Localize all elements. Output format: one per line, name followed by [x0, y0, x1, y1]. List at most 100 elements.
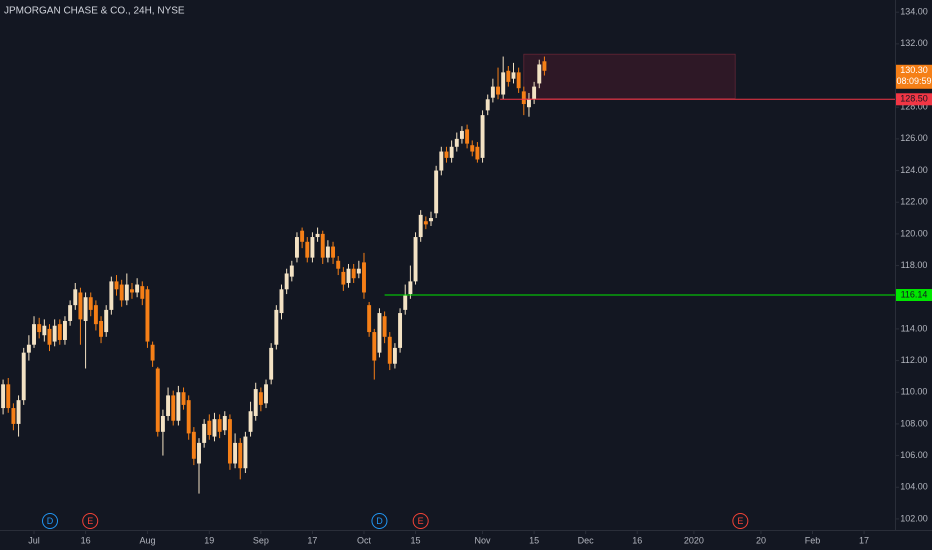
candle-body — [511, 72, 516, 79]
y-tick-label: 122.00 — [900, 197, 928, 207]
zone — [523, 53, 736, 99]
y-tick-label: 114.00 — [901, 323, 928, 333]
candle-body — [480, 115, 485, 158]
candle-body — [269, 347, 274, 380]
level-tag — [896, 289, 932, 302]
candle-body — [243, 436, 248, 469]
candle-body — [124, 284, 129, 301]
countdown: 08:09:59 — [896, 76, 931, 86]
x-tick-label: 20 — [756, 535, 766, 545]
candle-body — [253, 389, 258, 416]
x-tick-label: 15 — [411, 535, 421, 545]
candle-body — [336, 260, 341, 269]
y-tick-label: 112.00 — [901, 355, 928, 365]
x-tick-label: 2020 — [684, 535, 704, 545]
candle-body — [176, 392, 181, 421]
candle-body — [114, 281, 119, 290]
candle-body — [52, 325, 57, 342]
x-tick-label: 19 — [204, 535, 214, 545]
candle-body — [47, 328, 52, 345]
event-marker — [412, 513, 429, 529]
y-tick-label: 118.00 — [901, 260, 928, 270]
candle-body — [274, 309, 279, 345]
candle-body — [449, 146, 454, 158]
candle-body — [238, 442, 243, 469]
candle-body — [258, 392, 263, 405]
level-label: 116.14 — [901, 289, 928, 299]
candle-body — [1, 384, 6, 409]
candle-body — [104, 309, 109, 333]
last-price-label: 130.30 — [900, 65, 928, 75]
candle-body — [398, 313, 403, 348]
x-tick-label: Oct — [357, 535, 372, 545]
candle-body — [42, 325, 47, 336]
candle-body — [382, 316, 387, 337]
event-label: D — [376, 516, 383, 526]
candle-body — [264, 384, 268, 404]
candle-body — [279, 289, 284, 314]
candle-body — [140, 286, 145, 299]
candle-body — [284, 273, 289, 290]
candle-body — [171, 395, 176, 421]
candle-body — [331, 246, 336, 258]
x-tick-label: Aug — [139, 535, 155, 545]
candle-body — [68, 305, 73, 321]
candle-body — [542, 61, 547, 71]
candle-body — [78, 292, 83, 320]
candle-body — [119, 284, 124, 301]
y-tick-label: 132.00 — [900, 38, 928, 48]
candle-body — [300, 230, 305, 242]
candle-body — [465, 129, 470, 144]
candle-body — [248, 411, 253, 432]
candle-body — [367, 305, 372, 333]
event-marker — [371, 513, 388, 529]
candle-body — [413, 237, 418, 282]
candle-body — [387, 336, 392, 364]
y-tick-label: 108.00 — [900, 418, 928, 428]
x-tick-label: Nov — [475, 535, 492, 545]
candle-body — [429, 218, 433, 222]
x-tick-label: Jul — [28, 535, 40, 545]
candle-body — [346, 268, 351, 283]
candle-body — [516, 72, 521, 89]
candle-body — [233, 442, 238, 464]
y-tick-label: 126.00 — [900, 133, 928, 143]
candle-body — [16, 400, 21, 424]
candle-body — [305, 241, 310, 258]
candle-body — [315, 233, 320, 238]
candle-body — [197, 442, 201, 464]
candle-body — [475, 146, 480, 160]
candle-body — [212, 419, 217, 437]
candle-body — [521, 91, 526, 105]
candle-body — [320, 233, 325, 258]
candle-body — [392, 347, 397, 364]
candle-body — [403, 295, 408, 310]
y-tick-label: 120.00 — [900, 228, 928, 238]
y-tick-label: 128.00 — [900, 102, 928, 112]
candle-body — [434, 170, 439, 214]
candle-body — [506, 70, 511, 82]
candle-body — [130, 289, 134, 293]
candle-body — [454, 138, 459, 147]
x-tick-label: Dec — [578, 535, 595, 545]
x-tick-label: 16 — [632, 535, 642, 545]
event-marker — [732, 513, 749, 529]
x-tick-label: Feb — [805, 535, 821, 545]
candle-body — [186, 400, 191, 434]
chart-title: JPMORGAN CHASE & CO., 24H, NYSE — [4, 6, 185, 17]
candle-body — [444, 151, 449, 158]
candle-body — [470, 145, 475, 152]
candle-body — [294, 237, 299, 258]
candle-body — [88, 297, 93, 310]
candle-body — [377, 313, 382, 353]
candle-body — [6, 384, 11, 409]
y-tick-label: 104.00 — [900, 482, 928, 492]
candle-body — [11, 408, 16, 424]
candle-body — [160, 415, 165, 432]
candle-body — [310, 237, 315, 258]
candle-body — [496, 86, 500, 95]
level-label: 128.50 — [900, 94, 928, 104]
candle-body — [166, 395, 171, 416]
